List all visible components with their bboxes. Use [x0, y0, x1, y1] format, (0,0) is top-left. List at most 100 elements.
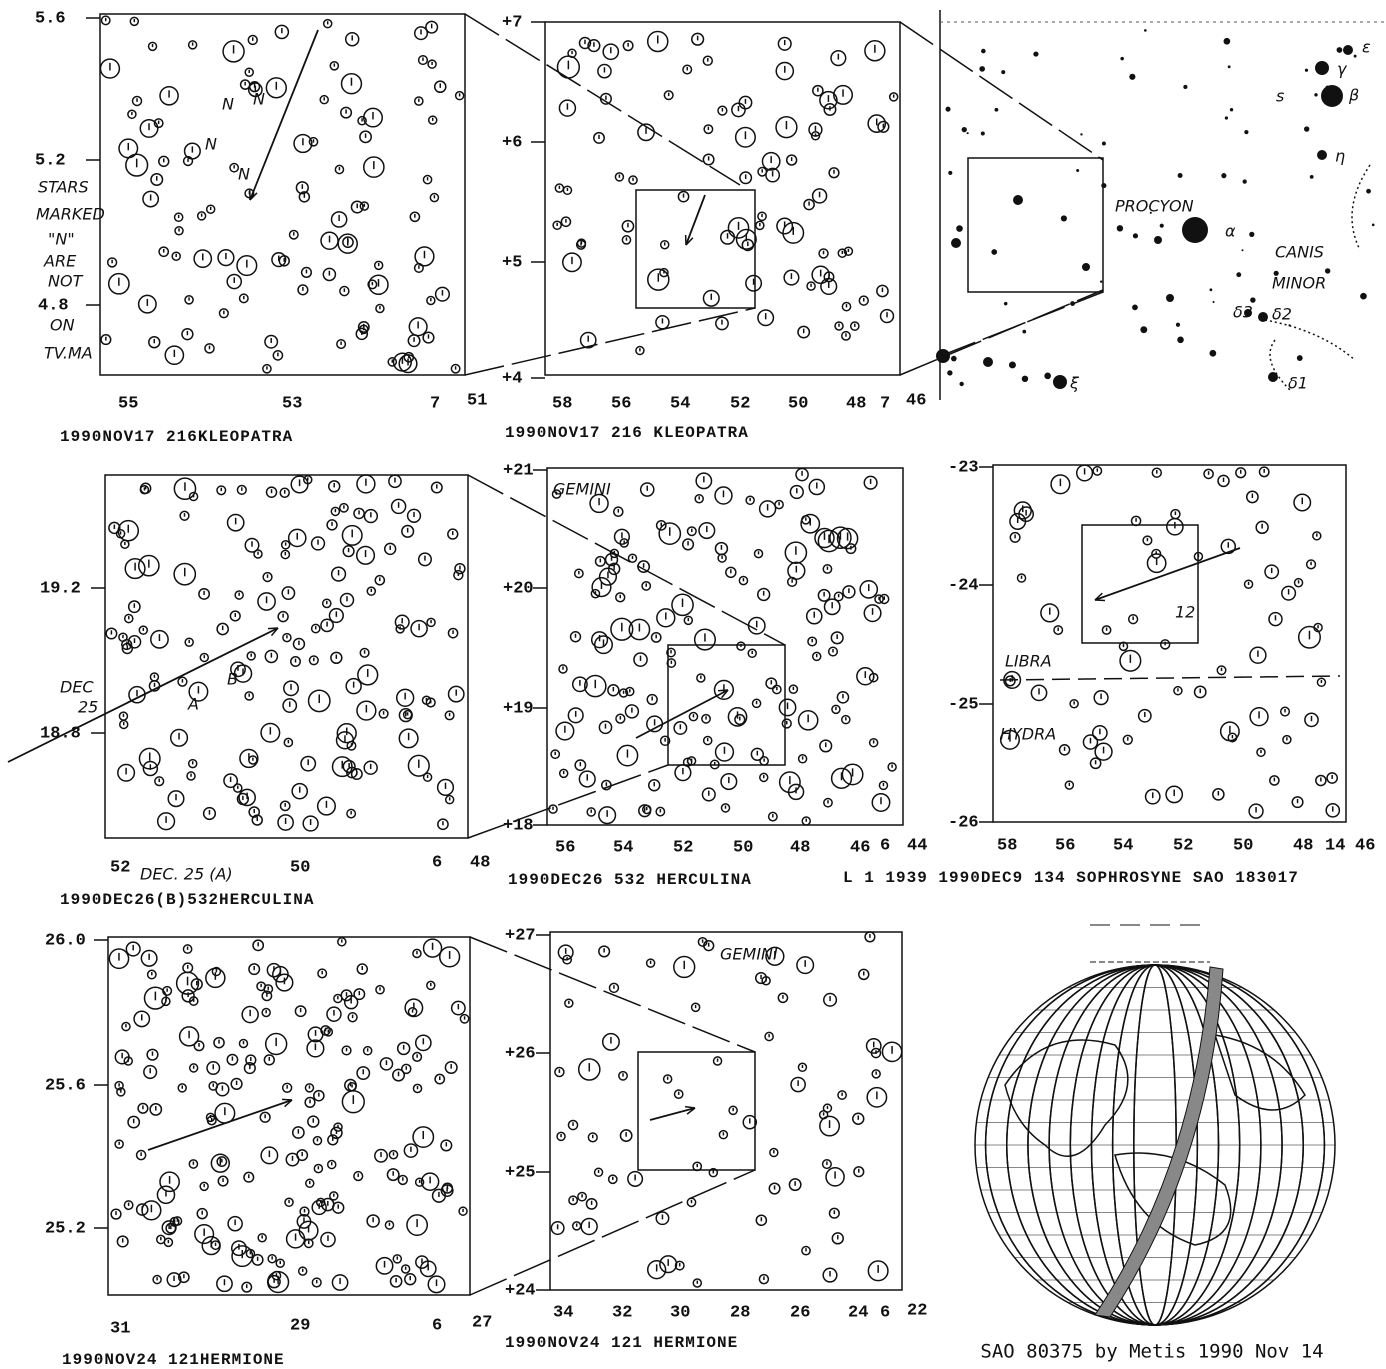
star — [757, 309, 775, 327]
star — [129, 16, 140, 27]
panel: PROCYON α CANIS MINOR εγβ η ξ δ3 δ2 δ1 s — [936, 10, 1386, 400]
star — [181, 989, 195, 1003]
star — [264, 1032, 288, 1056]
x-label: 54 — [613, 838, 633, 857]
star — [227, 1215, 243, 1232]
x-label: 7 — [880, 394, 890, 413]
faint-star — [1177, 173, 1183, 178]
star — [719, 229, 736, 245]
star — [450, 1000, 466, 1016]
star — [727, 706, 748, 727]
star — [341, 524, 363, 546]
arrow-head — [684, 234, 694, 246]
star — [330, 211, 348, 228]
star — [1144, 788, 1161, 805]
star — [658, 522, 682, 546]
star — [310, 536, 326, 551]
star — [262, 571, 273, 583]
faint-star — [1033, 51, 1039, 57]
star — [616, 744, 639, 767]
star — [294, 1005, 307, 1018]
star — [244, 691, 255, 701]
annotation: β — [1348, 86, 1359, 105]
star — [167, 790, 185, 808]
star — [323, 1027, 334, 1037]
star — [247, 82, 263, 98]
star — [356, 1066, 371, 1081]
star — [131, 95, 143, 107]
star — [641, 580, 652, 591]
star — [593, 1167, 604, 1178]
star — [666, 647, 676, 658]
x-label: 24 — [848, 1303, 868, 1322]
star — [1248, 803, 1264, 819]
star — [437, 818, 449, 831]
star — [586, 807, 597, 817]
path-arrow — [1094, 547, 1241, 601]
annotation: "N" — [48, 230, 75, 249]
faint-star — [951, 355, 957, 362]
x-label: 56 — [1055, 836, 1075, 855]
star — [406, 508, 422, 523]
star — [426, 980, 436, 991]
star — [359, 130, 372, 144]
y-label: +19 — [503, 699, 534, 718]
star — [568, 1195, 579, 1206]
star — [343, 995, 359, 1010]
star — [407, 754, 430, 777]
star — [182, 155, 194, 167]
star — [811, 651, 822, 662]
zoom-line — [899, 21, 1104, 161]
star — [761, 151, 781, 171]
star — [674, 1260, 685, 1271]
y-label: 26.0 — [45, 931, 86, 950]
star — [282, 632, 292, 643]
star — [127, 635, 142, 649]
star — [583, 674, 607, 698]
star — [575, 239, 587, 250]
zoom-line — [464, 13, 741, 186]
star — [142, 190, 160, 208]
star — [801, 816, 811, 826]
star — [887, 762, 897, 772]
star — [154, 776, 165, 787]
star — [587, 1132, 598, 1143]
star — [148, 335, 161, 349]
star — [429, 192, 440, 203]
star — [444, 794, 455, 805]
star — [577, 1191, 588, 1202]
star — [277, 610, 289, 623]
star — [366, 586, 377, 596]
star — [819, 90, 838, 110]
faint-star — [966, 132, 969, 135]
star — [604, 552, 619, 567]
star — [639, 482, 655, 497]
star — [1282, 734, 1292, 745]
star — [216, 485, 227, 496]
star — [362, 1045, 373, 1056]
star — [1279, 706, 1291, 717]
star — [346, 740, 357, 751]
star — [330, 566, 347, 582]
star — [718, 1129, 729, 1140]
star — [321, 598, 332, 609]
star — [223, 773, 239, 789]
star — [803, 198, 815, 211]
faint-star — [1242, 179, 1247, 184]
frame — [992, 464, 1347, 823]
faint-star — [1120, 56, 1124, 61]
bright-star — [1154, 236, 1162, 244]
star — [175, 971, 200, 995]
star — [738, 575, 749, 586]
star — [327, 480, 341, 493]
star — [703, 124, 714, 135]
star — [1227, 732, 1238, 743]
star — [406, 1214, 429, 1236]
caption: 1990NOV17 216 KLEOPATRA — [505, 424, 749, 442]
star — [831, 1232, 844, 1245]
star — [440, 1184, 454, 1198]
star — [646, 30, 669, 53]
star — [334, 164, 345, 175]
star — [841, 763, 864, 786]
land — [1004, 1034, 1306, 1246]
